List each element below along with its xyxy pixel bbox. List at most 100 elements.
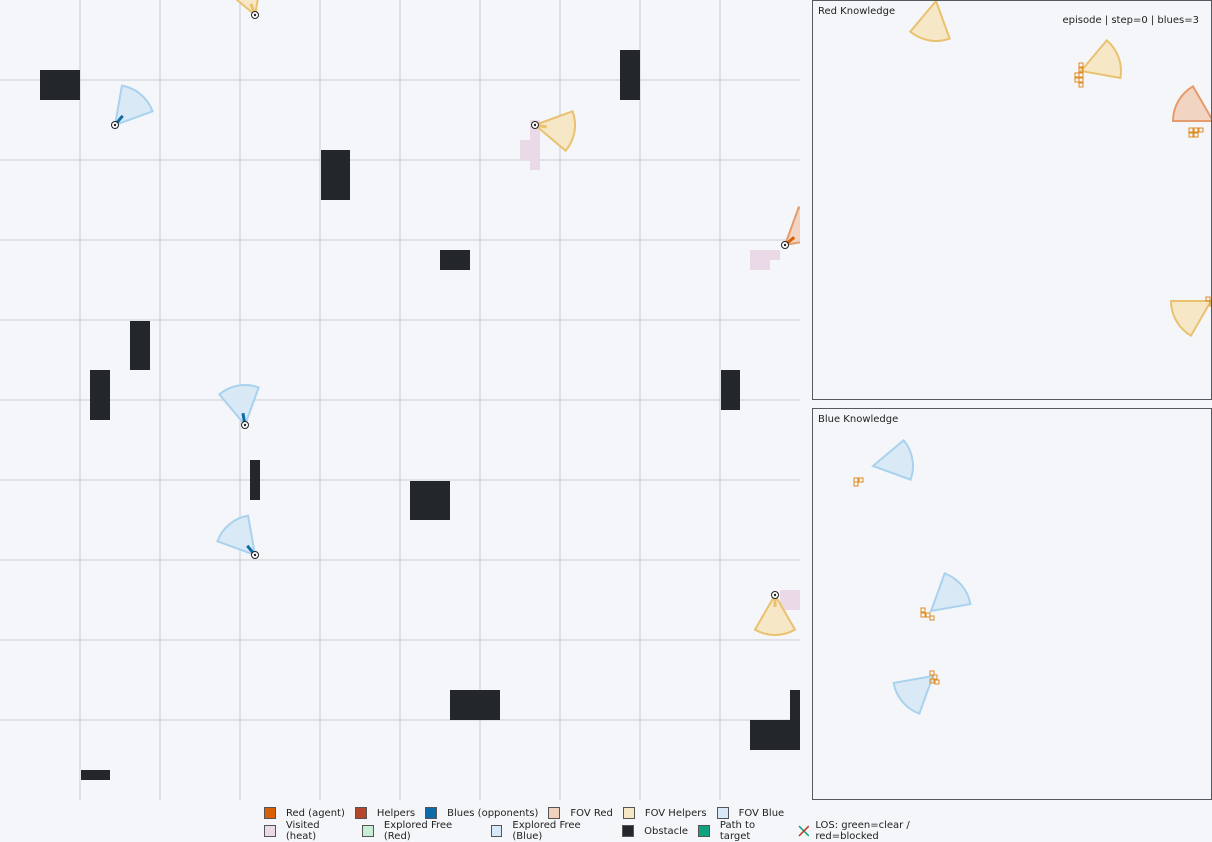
knowledge-marker bbox=[1188, 127, 1194, 133]
legend-label: FOV Helpers bbox=[644, 807, 707, 819]
obstacle bbox=[40, 70, 80, 100]
legend-label: LOS: green=clear / red=blocked bbox=[815, 820, 910, 842]
knowledge-marker bbox=[853, 477, 859, 483]
episode-status: episode | step=0 | blues=3 bbox=[1062, 15, 1200, 26]
red-agent-swatch bbox=[264, 807, 276, 819]
legend-label: Explored Free (Red) bbox=[383, 820, 453, 842]
knowledge-marker bbox=[932, 674, 938, 680]
knowledge-marker bbox=[929, 670, 935, 676]
knowledge-marker bbox=[1193, 127, 1199, 133]
fov-red-swatch bbox=[548, 807, 561, 819]
legend-label: Helpers bbox=[376, 807, 416, 819]
knowledge-marker bbox=[1209, 301, 1211, 307]
obstacle-swatch bbox=[622, 825, 635, 837]
legend-item-helpers: Helpers bbox=[354, 807, 416, 819]
visited-cell bbox=[770, 250, 780, 260]
blue-fov bbox=[113, 84, 154, 127]
knowledge-marker bbox=[1078, 62, 1084, 68]
blues-swatch bbox=[425, 807, 438, 819]
obstacle bbox=[321, 150, 350, 200]
helper-fov bbox=[753, 593, 797, 636]
legend-item-obstacle: Obstacle bbox=[622, 825, 688, 837]
knowledge-marker bbox=[858, 477, 864, 483]
agent-layer bbox=[111, 3, 796, 607]
knowledge-marker bbox=[925, 612, 931, 618]
legend-item-red-agent: Red (agent) bbox=[264, 807, 345, 819]
helper-agent-dot bbox=[773, 593, 777, 597]
obstacle bbox=[90, 370, 110, 420]
legend-label: FOV Red bbox=[570, 807, 613, 819]
knowledge-marker bbox=[1193, 132, 1199, 138]
world-map[interactable] bbox=[0, 0, 800, 800]
blue-fov bbox=[217, 384, 260, 427]
visited-swatch bbox=[264, 825, 276, 837]
red-knowledge-map bbox=[908, 1, 1211, 338]
knowledge-marker bbox=[1078, 77, 1084, 83]
knowledge-marker bbox=[1074, 77, 1080, 83]
blue-knowledge-map bbox=[853, 438, 972, 715]
fov-helpers-swatch bbox=[622, 807, 635, 819]
obstacle bbox=[790, 690, 800, 720]
helper-fov bbox=[1169, 300, 1211, 338]
obstacle bbox=[250, 460, 260, 500]
red-fov bbox=[1171, 84, 1211, 122]
obstacle bbox=[81, 770, 110, 780]
explored-blue-swatch bbox=[490, 825, 503, 837]
legend-label: Obstacle bbox=[644, 825, 689, 837]
helper-fov bbox=[1079, 38, 1122, 80]
los-cross-icon bbox=[797, 825, 809, 837]
legend-label: Red (agent) bbox=[286, 807, 345, 819]
knowledge-marker bbox=[1078, 67, 1084, 73]
obstacle bbox=[410, 481, 450, 520]
grid-lines bbox=[0, 0, 800, 800]
helper-fov bbox=[533, 110, 576, 153]
obstacle bbox=[750, 720, 800, 750]
legend-label: Blues (opponents) bbox=[447, 807, 539, 819]
explored-red-swatch bbox=[362, 825, 374, 837]
visited-cell bbox=[530, 120, 540, 170]
knowledge-marker bbox=[920, 607, 926, 613]
legend-item-fov-red: FOV Red bbox=[548, 807, 613, 819]
fov-blue-swatch bbox=[716, 807, 729, 819]
red-knowledge-panel: Red Knowledge episode | step=0 | blues=3 bbox=[812, 0, 1212, 400]
red-fov bbox=[783, 206, 800, 247]
knowledge-marker bbox=[920, 612, 926, 618]
obstacle bbox=[440, 250, 470, 270]
legend-label: Path to target bbox=[719, 820, 756, 842]
blue-agent-dot bbox=[243, 423, 247, 427]
obstacle bbox=[450, 690, 500, 720]
knowledge-marker bbox=[1205, 296, 1211, 302]
visited-cell bbox=[520, 140, 530, 160]
red-agent-dot bbox=[783, 243, 787, 247]
legend: Red (agent) Helpers Blues (opponents) FO… bbox=[264, 804, 984, 842]
legend-item-path: Path to target bbox=[698, 820, 787, 842]
knowledge-marker bbox=[934, 679, 940, 685]
helpers-swatch bbox=[354, 807, 367, 819]
legend-label: Explored Free (Blue) bbox=[512, 820, 581, 842]
knowledge-marker bbox=[929, 615, 935, 621]
helper-fov bbox=[908, 1, 951, 42]
obstacle bbox=[721, 370, 740, 410]
visited-heat-layer bbox=[520, 120, 800, 610]
legend-item-blues: Blues (opponents) bbox=[425, 807, 538, 819]
visited-cell bbox=[780, 590, 800, 610]
knowledge-marker bbox=[1198, 127, 1204, 133]
legend-item-visited: Visited (heat) bbox=[264, 820, 352, 842]
blue-fov bbox=[871, 438, 914, 481]
blue-agent-dot bbox=[253, 553, 257, 557]
legend-row-2: Visited (heat) Explored Free (Red) Explo… bbox=[264, 820, 984, 842]
legend-item-los: LOS: green=clear / red=blocked bbox=[797, 820, 974, 842]
knowledge-marker bbox=[929, 678, 935, 684]
blue-knowledge-title: Blue Knowledge bbox=[818, 414, 899, 425]
legend-label: Visited (heat) bbox=[285, 820, 320, 842]
blue-fov bbox=[892, 674, 935, 715]
obstacle-layer bbox=[40, 50, 800, 780]
blue-fov bbox=[216, 514, 257, 557]
visited-cell bbox=[750, 250, 770, 270]
knowledge-marker bbox=[1074, 72, 1080, 78]
blue-fov bbox=[929, 572, 972, 613]
knowledge-marker bbox=[1078, 82, 1084, 88]
path-swatch bbox=[698, 825, 710, 837]
fov-layer bbox=[113, 0, 800, 636]
legend-item-explored-red: Explored Free (Red) bbox=[362, 820, 481, 842]
